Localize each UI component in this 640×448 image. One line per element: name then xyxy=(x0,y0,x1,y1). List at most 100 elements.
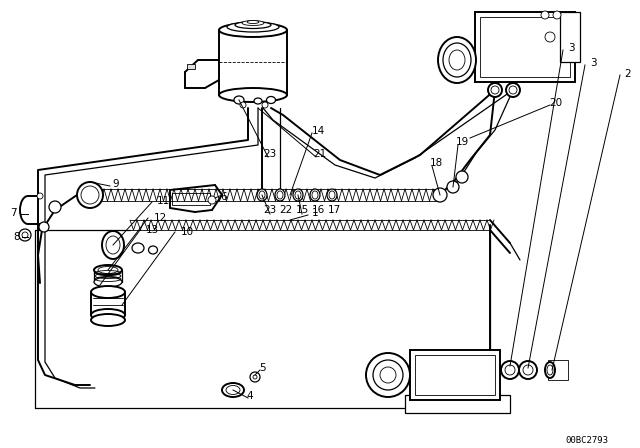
Circle shape xyxy=(208,196,216,204)
Circle shape xyxy=(506,83,520,97)
Text: 7: 7 xyxy=(10,208,16,218)
Ellipse shape xyxy=(254,98,262,104)
Circle shape xyxy=(523,365,533,375)
Bar xyxy=(480,17,570,77)
Circle shape xyxy=(433,188,447,202)
Text: 20: 20 xyxy=(549,98,563,108)
Circle shape xyxy=(488,83,502,97)
Ellipse shape xyxy=(219,23,287,37)
Circle shape xyxy=(77,182,103,208)
Ellipse shape xyxy=(94,277,122,287)
Ellipse shape xyxy=(312,191,318,199)
Circle shape xyxy=(519,361,537,379)
Circle shape xyxy=(262,102,268,108)
Ellipse shape xyxy=(259,191,265,199)
Ellipse shape xyxy=(275,189,285,201)
Text: 5: 5 xyxy=(259,363,266,373)
Ellipse shape xyxy=(438,37,476,83)
Circle shape xyxy=(501,361,519,379)
Text: 13: 13 xyxy=(146,225,159,235)
Ellipse shape xyxy=(106,236,120,254)
Bar xyxy=(415,355,495,395)
Circle shape xyxy=(505,365,515,375)
Text: 9: 9 xyxy=(113,179,119,189)
Ellipse shape xyxy=(91,286,125,298)
Ellipse shape xyxy=(242,21,264,26)
Ellipse shape xyxy=(235,22,271,29)
Text: 16: 16 xyxy=(312,205,324,215)
Text: 14: 14 xyxy=(312,126,324,136)
Bar xyxy=(410,350,500,400)
Ellipse shape xyxy=(148,246,157,254)
Ellipse shape xyxy=(94,265,122,275)
Ellipse shape xyxy=(257,189,267,201)
Text: 19: 19 xyxy=(456,137,468,147)
Ellipse shape xyxy=(234,96,244,104)
Text: 00BC2793: 00BC2793 xyxy=(565,435,608,444)
Bar xyxy=(172,193,210,205)
Ellipse shape xyxy=(266,96,275,103)
Bar xyxy=(548,360,568,380)
Circle shape xyxy=(19,229,31,241)
Text: 17: 17 xyxy=(328,205,340,215)
Ellipse shape xyxy=(545,362,555,378)
Ellipse shape xyxy=(102,231,124,259)
Ellipse shape xyxy=(449,50,465,70)
Ellipse shape xyxy=(222,383,244,397)
Circle shape xyxy=(240,102,246,108)
Ellipse shape xyxy=(366,353,410,397)
Ellipse shape xyxy=(226,385,240,395)
Text: 22: 22 xyxy=(280,205,292,215)
Text: 1: 1 xyxy=(312,208,318,218)
Ellipse shape xyxy=(373,360,403,390)
Bar xyxy=(405,395,510,413)
Text: 23: 23 xyxy=(264,149,276,159)
Circle shape xyxy=(49,201,61,213)
Circle shape xyxy=(39,222,49,232)
Text: 10: 10 xyxy=(181,227,194,237)
Ellipse shape xyxy=(219,88,287,102)
Ellipse shape xyxy=(91,309,125,321)
Ellipse shape xyxy=(329,191,335,199)
Circle shape xyxy=(447,181,459,193)
Circle shape xyxy=(541,11,549,19)
Ellipse shape xyxy=(98,267,118,273)
Circle shape xyxy=(37,193,43,199)
Text: 18: 18 xyxy=(429,158,443,168)
Circle shape xyxy=(81,186,99,204)
Circle shape xyxy=(253,375,257,379)
Ellipse shape xyxy=(310,189,320,201)
Bar xyxy=(187,64,195,69)
Bar xyxy=(560,12,580,62)
Ellipse shape xyxy=(227,22,279,32)
Text: 3: 3 xyxy=(590,58,596,68)
Circle shape xyxy=(491,86,499,94)
Circle shape xyxy=(456,171,468,183)
Ellipse shape xyxy=(443,43,471,77)
Text: 8: 8 xyxy=(13,232,20,242)
Bar xyxy=(475,12,575,82)
Circle shape xyxy=(545,32,555,42)
Ellipse shape xyxy=(327,189,337,201)
Text: 11: 11 xyxy=(157,196,170,206)
Circle shape xyxy=(250,372,260,382)
Ellipse shape xyxy=(380,367,396,383)
Circle shape xyxy=(22,232,28,238)
Ellipse shape xyxy=(547,365,553,375)
Text: 2: 2 xyxy=(624,69,630,79)
Text: 12: 12 xyxy=(154,213,167,223)
Text: 23: 23 xyxy=(264,205,276,215)
Text: 3: 3 xyxy=(568,43,575,53)
Circle shape xyxy=(509,86,517,94)
Ellipse shape xyxy=(293,189,303,201)
Ellipse shape xyxy=(277,191,283,199)
Ellipse shape xyxy=(295,191,301,199)
Ellipse shape xyxy=(132,243,144,253)
Ellipse shape xyxy=(91,314,125,326)
Text: 21: 21 xyxy=(314,149,326,159)
Ellipse shape xyxy=(247,21,259,23)
Text: 4: 4 xyxy=(246,391,253,401)
Text: 6: 6 xyxy=(220,192,227,202)
Circle shape xyxy=(553,11,561,19)
Text: 15: 15 xyxy=(296,205,308,215)
